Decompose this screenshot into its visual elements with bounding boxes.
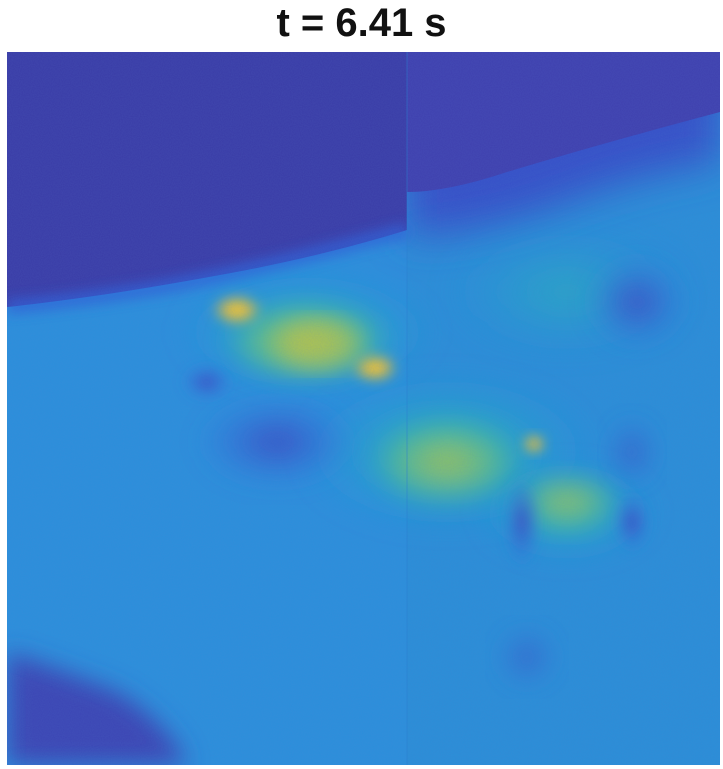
noise-overlay: [7, 52, 720, 765]
thermal-image: [7, 52, 720, 765]
plot-title: t = 6.41 s: [276, 1, 447, 45]
